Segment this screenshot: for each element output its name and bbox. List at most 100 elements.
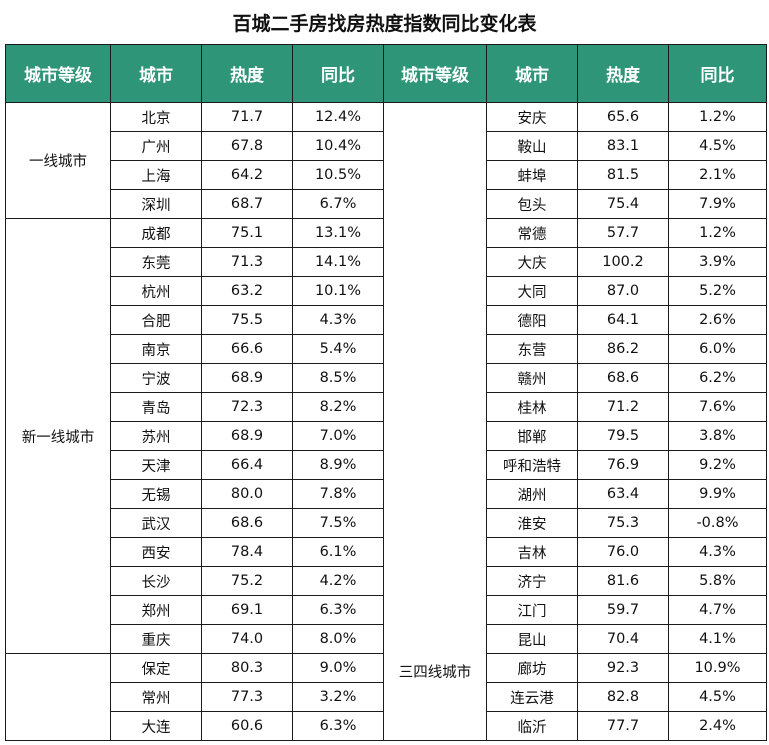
yoy-cell: 7.9% [668,189,767,219]
table-row: 上海 64.2 10.5% 蚌埠 81.5 2.1% [6,160,767,190]
heat-cell: 68.9 [201,363,293,393]
city-cell: 蚌埠 [486,160,578,190]
heat-cell: 78.4 [201,537,293,567]
yoy-cell: 6.3% [292,711,384,741]
yoy-cell: 7.5% [292,508,384,538]
heat-cell: 70.4 [577,624,669,654]
yoy-cell: 6.3% [292,595,384,625]
table-row: 深圳 68.7 6.7% 包头 75.4 7.9% [6,189,767,219]
heat-cell: 71.2 [577,392,669,422]
city-cell: 天津 [110,450,202,480]
table-row: 苏州 68.9 7.0% 邯郸 79.5 3.8% [6,421,767,451]
yoy-cell: 10.1% [292,276,384,306]
table-row: 一线城市 北京 71.7 12.4% 三四线城市 安庆 65.6 1.2% [5,102,767,741]
yoy-cell: 8.5% [292,363,384,393]
city-cell: 安庆 [486,102,578,132]
city-cell: 上海 [110,160,202,190]
table-row: 大连 60.6 6.3% 临沂 77.7 2.4% [6,711,767,741]
city-cell: 深圳 [110,189,202,219]
heat-cell: 79.5 [577,421,669,451]
heat-cell: 75.1 [201,218,293,248]
table-row: 武汉 68.6 7.5% 淮安 75.3 -0.8% [6,508,767,538]
city-cell: 常州 [110,682,202,712]
heat-cell: 69.1 [201,595,293,625]
yoy-cell: 1.2% [668,218,767,248]
heat-cell: 87.0 [577,276,669,306]
page-title: 百城二手房找房热度指数同比变化表 [232,12,537,35]
yoy-cell: 4.3% [292,305,384,335]
tier-cell: 新一线城市 [5,218,111,654]
city-cell: 江门 [486,595,578,625]
table-row: 合肥 75.5 4.3% 德阳 64.1 2.6% [6,305,767,335]
yoy-cell: 7.8% [292,479,384,509]
yoy-cell: 10.9% [668,653,767,683]
tier-cell: 三四线城市 [383,102,487,741]
yoy-cell: 10.4% [292,131,384,161]
heat-cell: 92.3 [577,653,669,683]
city-cell: 廊坊 [486,653,578,683]
header-yoy-left: 同比 [292,44,384,103]
yoy-cell: 4.1% [668,624,767,654]
yoy-cell: 2.1% [668,160,767,190]
yoy-cell: 6.1% [292,537,384,567]
yoy-cell: 13.1% [292,218,384,248]
yoy-cell: 6.2% [668,363,767,393]
yoy-cell: 6.7% [292,189,384,219]
heat-cell: 75.5 [201,305,293,335]
city-cell: 大连 [110,711,202,741]
yoy-cell: 5.4% [292,334,384,364]
header-city-right: 城市 [486,44,578,103]
heat-cell: 65.6 [577,102,669,132]
yoy-cell: 12.4% [292,102,384,132]
city-cell: 邯郸 [486,421,578,451]
table-row: 新一线城市 成都 75.1 13.1% 常德 57.7 1.2% [5,218,767,654]
yoy-cell: -0.8% [668,508,767,538]
heat-cell: 77.3 [201,682,293,712]
heat-cell: 72.3 [201,392,293,422]
yoy-cell: 4.5% [668,682,767,712]
yoy-cell: 4.3% [668,537,767,567]
yoy-cell: 4.7% [668,595,767,625]
heat-cell: 63.2 [201,276,293,306]
heat-cell: 82.8 [577,682,669,712]
heat-cell: 59.7 [577,595,669,625]
heat-cell: 77.7 [577,711,669,741]
city-cell: 呼和浩特 [486,450,578,480]
yoy-cell: 8.0% [292,624,384,654]
city-cell: 郑州 [110,595,202,625]
heat-cell: 100.2 [577,247,669,277]
heat-cell: 64.1 [577,305,669,335]
yoy-cell: 1.2% [668,102,767,132]
city-cell: 大庆 [486,247,578,277]
heat-cell: 63.4 [577,479,669,509]
header-city-left: 城市 [110,44,202,103]
heat-cell: 67.8 [201,131,293,161]
header-yoy-right: 同比 [668,44,767,103]
yoy-cell: 7.0% [292,421,384,451]
yoy-cell: 2.6% [668,305,767,335]
heat-cell: 57.7 [577,218,669,248]
yoy-cell: 3.2% [292,682,384,712]
yoy-cell: 5.2% [668,276,767,306]
heat-cell: 71.7 [201,102,293,132]
city-cell: 合肥 [110,305,202,335]
city-cell: 杭州 [110,276,202,306]
heat-cell: 71.3 [201,247,293,277]
heat-cell: 64.2 [201,160,293,190]
city-cell: 武汉 [110,508,202,538]
header-heat-left: 热度 [201,44,293,103]
heat-cell: 68.9 [201,421,293,451]
city-cell: 湖州 [486,479,578,509]
city-cell: 常德 [486,218,578,248]
yoy-cell: 9.2% [668,450,767,480]
table-row: 宁波 68.9 8.5% 赣州 68.6 6.2% [6,363,767,393]
heat-cell: 68.7 [201,189,293,219]
yoy-cell: 6.0% [668,334,767,364]
city-cell: 德阳 [486,305,578,335]
heat-cell: 66.4 [201,450,293,480]
yoy-cell: 3.8% [668,421,767,451]
tier-cell [5,653,111,741]
city-cell: 苏州 [110,421,202,451]
heat-cell: 76.9 [577,450,669,480]
heat-cell: 86.2 [577,334,669,364]
